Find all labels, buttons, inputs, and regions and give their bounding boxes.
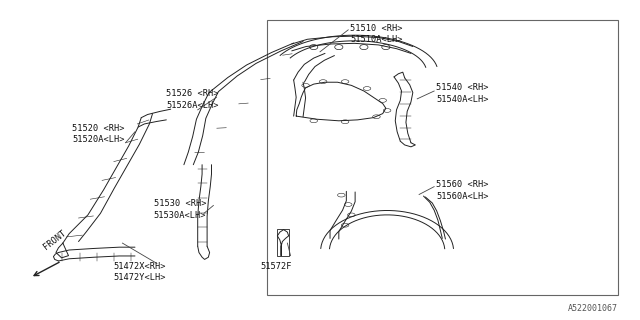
Text: 51560 <RH>
51560A<LH>: 51560 <RH> 51560A<LH>: [436, 180, 488, 201]
Text: 51526 <RH>
51526A<LH>: 51526 <RH> 51526A<LH>: [166, 89, 219, 110]
Text: 51472X<RH>
51472Y<LH>: 51472X<RH> 51472Y<LH>: [113, 262, 166, 282]
Bar: [267, 20, 618, 295]
Text: 51572F: 51572F: [260, 262, 292, 271]
Text: 51540 <RH>
51540A<LH>: 51540 <RH> 51540A<LH>: [436, 83, 488, 104]
Text: 51510 <RH>
51510A<LH>: 51510 <RH> 51510A<LH>: [350, 24, 403, 44]
Bar: [277, 229, 289, 256]
Text: 51520 <RH>
51520A<LH>: 51520 <RH> 51520A<LH>: [72, 124, 125, 144]
Text: A522001067: A522001067: [568, 304, 618, 313]
Text: 51530 <RH>
51530A<LH>: 51530 <RH> 51530A<LH>: [154, 199, 206, 220]
Text: FRONT: FRONT: [42, 228, 68, 252]
